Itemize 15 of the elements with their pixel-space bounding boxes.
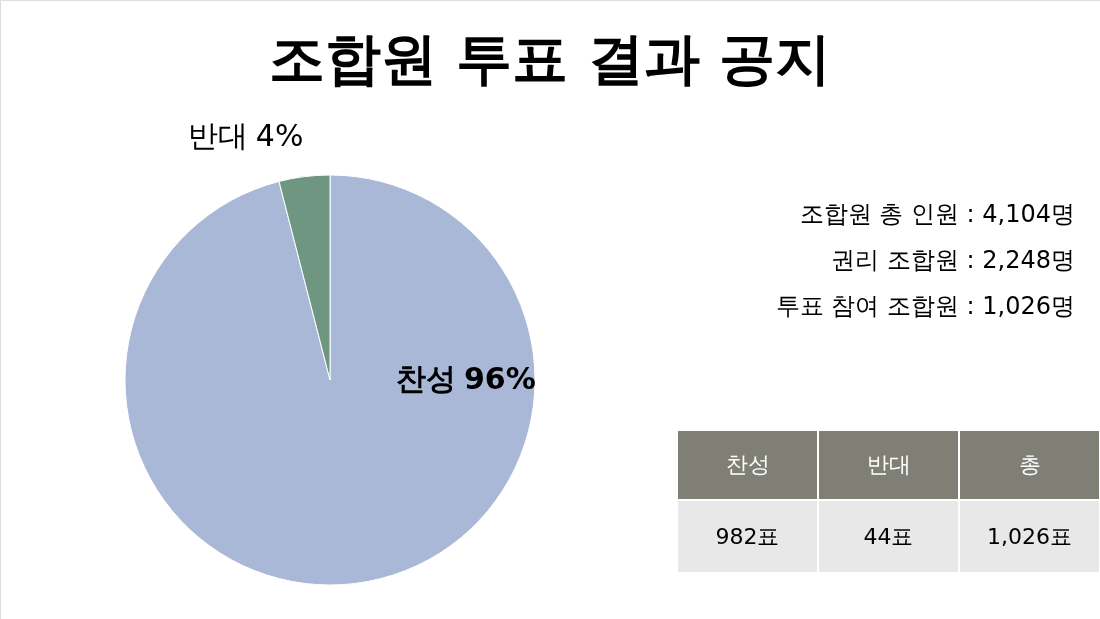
text: 1,026표 — [987, 523, 1072, 549]
slice-label: 찬성 — [396, 361, 456, 396]
text: 총 — [1018, 452, 1041, 477]
text: 반대 — [866, 452, 911, 477]
text: 찬성 — [725, 452, 770, 477]
data-label: 4% — [255, 117, 304, 153]
pie-slice — [124, 174, 536, 586]
text: 조합원 총 인원 : 4,104명 — [799, 200, 1075, 228]
text: 44표 — [863, 523, 914, 549]
chart-title: 조합원 투표 결과 공지 — [268, 26, 832, 91]
text: 권리 조합원 : 2,248명 — [831, 246, 1075, 274]
data-label: 96% — [464, 361, 536, 396]
slice-label: 반대 — [187, 117, 248, 153]
text: 982표 — [715, 523, 780, 549]
text: 투표 참여 조합원 : 1,026명 — [775, 292, 1075, 320]
